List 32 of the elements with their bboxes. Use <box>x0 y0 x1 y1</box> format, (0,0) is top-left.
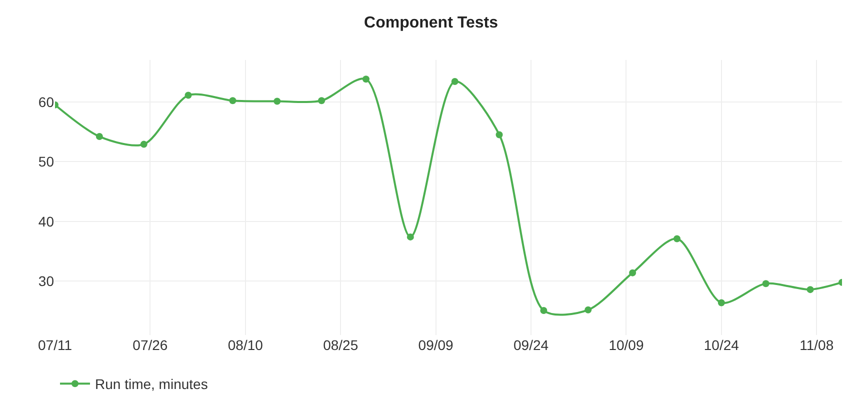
point <box>584 306 592 314</box>
y-tick-label: 50 <box>38 154 54 170</box>
x-tick-label: 11/08 <box>800 337 834 353</box>
point <box>96 133 103 140</box>
point <box>140 140 148 148</box>
x-tick-label: 08/25 <box>323 337 358 353</box>
x-tick-label: 07/11 <box>38 337 72 353</box>
y-tick-label: 30 <box>38 273 54 290</box>
x-tick-label: 08/10 <box>228 337 264 353</box>
point <box>451 78 458 86</box>
y-tick-label: 60 <box>38 94 54 110</box>
legend-label: Run time, minutes <box>95 376 208 392</box>
y-tick-label: 40 <box>38 213 54 230</box>
point <box>362 76 370 83</box>
chart-title: Component Tests <box>364 14 498 32</box>
point <box>406 233 414 240</box>
x-tick-label: 10/24 <box>704 337 740 353</box>
point <box>762 280 770 288</box>
x-tick-label: 09/24 <box>513 337 549 353</box>
x-tick-label: 09/09 <box>418 337 454 353</box>
point <box>540 306 548 314</box>
point <box>318 97 326 104</box>
point <box>806 286 814 294</box>
point <box>229 97 236 104</box>
x-tick-label: 07/26 <box>132 337 168 353</box>
x-tick-label: 10/09 <box>608 337 644 353</box>
point <box>629 269 636 276</box>
point <box>184 92 192 99</box>
point <box>274 98 281 105</box>
point <box>673 235 680 242</box>
point <box>496 131 503 138</box>
point <box>718 299 725 306</box>
